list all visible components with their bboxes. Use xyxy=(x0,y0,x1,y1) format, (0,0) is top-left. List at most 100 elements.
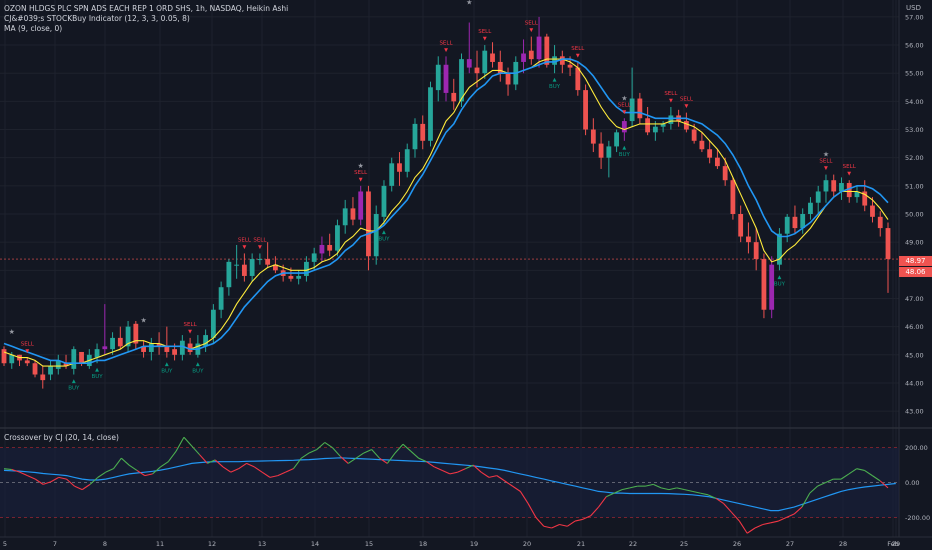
osc-signal-segment xyxy=(465,464,474,470)
buy-label: BUY xyxy=(91,374,103,380)
osc-signal-segment xyxy=(120,457,130,466)
osc-signal-segment xyxy=(207,459,216,464)
candle-body xyxy=(234,264,240,266)
sell-arrow: ▼ xyxy=(359,177,363,183)
osc-signal-segment xyxy=(19,471,28,477)
osc-signal-segment xyxy=(347,457,357,464)
candle-body xyxy=(800,214,806,229)
osc-signal-segment xyxy=(97,471,107,478)
candle-body xyxy=(870,205,875,217)
x-tick-label: 26 xyxy=(733,540,741,548)
osc-signal-segment xyxy=(621,487,630,491)
candle-body xyxy=(296,275,302,279)
y-tick-label: 53.00 xyxy=(905,126,924,134)
osc-signal-segment xyxy=(754,524,764,529)
candle-body xyxy=(319,244,325,254)
sell-arrow: ▼ xyxy=(483,36,487,42)
osc-signal-segment xyxy=(316,442,326,450)
buy-arrow: ▲ xyxy=(95,367,99,373)
osc-signal-segment xyxy=(410,450,419,459)
candle-body xyxy=(366,191,371,257)
osc-signal-segment xyxy=(386,452,396,464)
x-tick-label: 5 xyxy=(3,540,7,548)
osc-signal-segment xyxy=(629,485,638,489)
x-tick-label: 25 xyxy=(680,540,688,548)
osc-signal-segment xyxy=(801,492,811,508)
osc-signal-segment xyxy=(684,489,693,492)
candle-body xyxy=(172,349,178,355)
y-tick-label: 44.00 xyxy=(905,379,924,387)
candle-body xyxy=(63,363,69,367)
sell-label: SELL xyxy=(525,21,539,27)
candle-body xyxy=(288,275,294,279)
osc-signal-segment xyxy=(692,490,701,494)
candle-body xyxy=(110,337,115,350)
candle-body xyxy=(645,118,651,133)
osc-signal-segment xyxy=(496,475,505,482)
candle-body xyxy=(71,349,77,369)
osc-signal-segment xyxy=(645,483,654,487)
candle-body xyxy=(505,73,511,85)
osc-signal-segment xyxy=(504,480,513,487)
candle-body xyxy=(420,123,426,141)
candle-body xyxy=(738,214,744,237)
sell-arrow: ▼ xyxy=(847,171,851,177)
y-tick-label: 54.00 xyxy=(905,98,924,106)
candle-body xyxy=(660,123,666,127)
candle-body xyxy=(241,264,247,276)
osc-signal-segment xyxy=(512,485,521,492)
candle-body xyxy=(544,36,550,65)
indicator-legend-ma[interactable]: MA (9, close, 0) xyxy=(4,24,63,33)
y-tick-label: 47.00 xyxy=(905,295,924,303)
osc-signal-segment xyxy=(191,445,200,456)
y-tick-label: 56.00 xyxy=(905,42,924,50)
osc-signal-segment xyxy=(872,475,881,482)
candle-body xyxy=(792,216,798,229)
candle-body xyxy=(854,191,860,198)
osc-signal-segment xyxy=(676,487,685,491)
x-tick-label: 8 xyxy=(103,540,107,548)
buy-arrow: ▲ xyxy=(778,274,782,280)
sell-arrow: ▼ xyxy=(25,349,29,355)
osc-signal-segment xyxy=(457,468,466,473)
candle-body xyxy=(490,53,495,62)
star-marker: ★ xyxy=(358,162,364,170)
candle-body xyxy=(761,259,767,310)
indicator-legend-stockbuy[interactable]: CJ&#039;s STOCKBuy Indicator (12, 3, 3, … xyxy=(4,14,190,23)
osc-signal-segment xyxy=(543,525,552,529)
buy-arrow: ▲ xyxy=(72,379,76,385)
x-tick-label: 15 xyxy=(365,540,373,548)
star-marker: ★ xyxy=(621,94,627,102)
osc-signal-segment xyxy=(144,473,153,477)
candle-body xyxy=(621,121,627,133)
osc-signal-segment xyxy=(856,468,865,471)
osc-signal-segment xyxy=(574,518,584,522)
candle-body xyxy=(831,180,837,192)
osc-signal-segment xyxy=(11,469,20,473)
candle-body xyxy=(683,121,689,130)
candle-body xyxy=(629,98,635,122)
osc-signal-segment xyxy=(559,523,568,527)
last-price-tag: 48.97 xyxy=(899,256,932,266)
osc-signal-segment xyxy=(27,475,36,480)
candle-body xyxy=(94,349,100,358)
osc-signal-segment xyxy=(449,471,458,475)
osc-signal-segment xyxy=(379,457,388,464)
candle-body xyxy=(404,149,410,172)
osc-signal-segment xyxy=(606,492,615,498)
crossover-pane-title[interactable]: Crossover by CJ (20, 14, close) xyxy=(4,433,119,442)
candle-body xyxy=(179,340,185,355)
candle-body xyxy=(730,180,736,214)
candle-body xyxy=(117,337,123,347)
candle-body xyxy=(497,61,503,74)
y-tick-label: 49.00 xyxy=(905,239,924,247)
candle-body xyxy=(846,183,852,198)
osc-signal-segment xyxy=(363,448,372,454)
osc-signal-segment xyxy=(473,464,482,473)
x-tick-label: 29 xyxy=(892,540,900,548)
candle-body xyxy=(637,98,643,119)
candle-body xyxy=(746,236,751,243)
buy-label: BUY xyxy=(378,236,390,242)
sell-label: SELL xyxy=(354,170,368,176)
